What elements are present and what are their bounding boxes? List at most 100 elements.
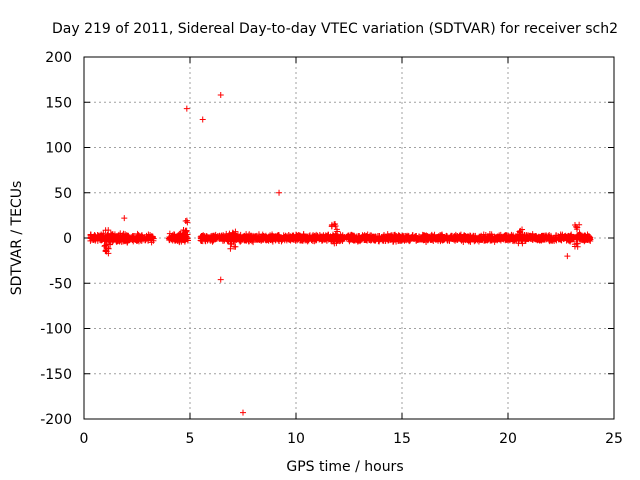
data-point xyxy=(169,237,176,244)
data-point xyxy=(562,234,569,241)
data-point xyxy=(300,234,307,241)
data-point xyxy=(467,235,474,242)
data-point xyxy=(328,234,335,241)
data-point xyxy=(310,232,317,239)
data-point xyxy=(223,235,230,242)
data-point xyxy=(313,235,320,242)
data-point xyxy=(413,233,420,240)
data-point xyxy=(87,234,94,241)
data-point xyxy=(199,232,206,239)
data-point xyxy=(101,242,108,249)
data-point xyxy=(355,235,362,242)
data-point xyxy=(448,235,455,242)
data-point xyxy=(430,234,437,241)
data-point xyxy=(144,234,151,241)
x-tick-label: 15 xyxy=(393,431,411,447)
data-point xyxy=(528,235,535,242)
outlier-point xyxy=(121,215,128,222)
data-point xyxy=(275,232,282,239)
data-point xyxy=(322,236,329,243)
y-tick-label: 50 xyxy=(54,186,72,202)
data-point xyxy=(488,234,495,241)
outlier-point xyxy=(217,276,224,283)
data-point xyxy=(557,233,564,240)
outlier-point xyxy=(105,250,112,257)
data-point xyxy=(258,234,265,241)
y-tick-label: 150 xyxy=(45,95,72,111)
outlier-point xyxy=(199,116,206,123)
x-tick-label: 25 xyxy=(605,431,623,447)
data-point xyxy=(102,248,109,255)
data-point xyxy=(207,233,214,240)
data-point xyxy=(216,233,223,240)
data-point xyxy=(387,235,394,242)
data-point xyxy=(229,229,236,236)
data-point xyxy=(279,235,286,242)
data-point xyxy=(347,236,354,243)
data-point xyxy=(540,233,547,240)
data-point xyxy=(447,235,454,241)
data-point xyxy=(104,231,111,238)
data-point xyxy=(103,233,110,240)
data-point xyxy=(503,236,510,243)
data-point xyxy=(534,234,541,241)
data-point xyxy=(250,234,257,241)
data-point xyxy=(482,236,489,243)
data-point xyxy=(472,236,479,243)
data-point xyxy=(462,236,469,243)
outlier-point xyxy=(331,221,338,228)
data-point xyxy=(435,235,442,242)
data-point xyxy=(306,233,313,240)
data-point xyxy=(292,236,299,243)
data-point xyxy=(439,233,446,240)
data-point xyxy=(148,233,155,240)
x-tick-label: 0 xyxy=(80,431,89,447)
data-point xyxy=(92,233,99,240)
data-point xyxy=(399,236,406,243)
data-point xyxy=(98,234,105,241)
y-tick-label: -150 xyxy=(40,367,72,383)
data-point xyxy=(105,245,112,252)
data-point xyxy=(540,234,547,241)
data-point xyxy=(133,236,140,243)
data-point xyxy=(293,232,300,239)
data-point xyxy=(228,234,235,241)
data-point xyxy=(358,234,365,241)
data-point xyxy=(123,234,130,241)
outlier-point xyxy=(217,92,224,99)
data-point xyxy=(182,233,189,240)
data-point xyxy=(299,237,306,244)
data-point xyxy=(517,227,524,234)
data-point xyxy=(365,234,372,241)
x-tick-label: 5 xyxy=(186,431,195,447)
data-point xyxy=(478,236,485,243)
outlier-point xyxy=(276,189,283,196)
data-point xyxy=(185,237,192,244)
outlier-point xyxy=(564,253,571,260)
data-point xyxy=(571,243,578,250)
data-point xyxy=(337,231,344,238)
data-point xyxy=(516,231,523,238)
data-point xyxy=(102,227,109,234)
y-tick-label: 100 xyxy=(45,141,72,157)
data-point xyxy=(183,228,190,235)
data-point xyxy=(381,235,388,242)
data-point xyxy=(502,233,509,240)
data-point xyxy=(545,237,552,244)
data-point xyxy=(368,232,375,239)
data-point xyxy=(170,231,177,238)
data-point xyxy=(269,238,276,245)
data-point xyxy=(319,234,326,241)
data-point xyxy=(551,237,558,244)
data-point xyxy=(227,241,234,248)
data-point xyxy=(211,235,218,242)
data-point xyxy=(199,238,206,245)
data-point xyxy=(457,234,464,241)
x-tick-label: 20 xyxy=(499,431,517,447)
y-tick-label: -200 xyxy=(40,412,72,428)
data-point xyxy=(343,234,350,241)
data-point xyxy=(574,240,581,247)
data-point xyxy=(519,240,526,247)
y-axis-label: SDTVAR / TECUs xyxy=(9,181,25,296)
